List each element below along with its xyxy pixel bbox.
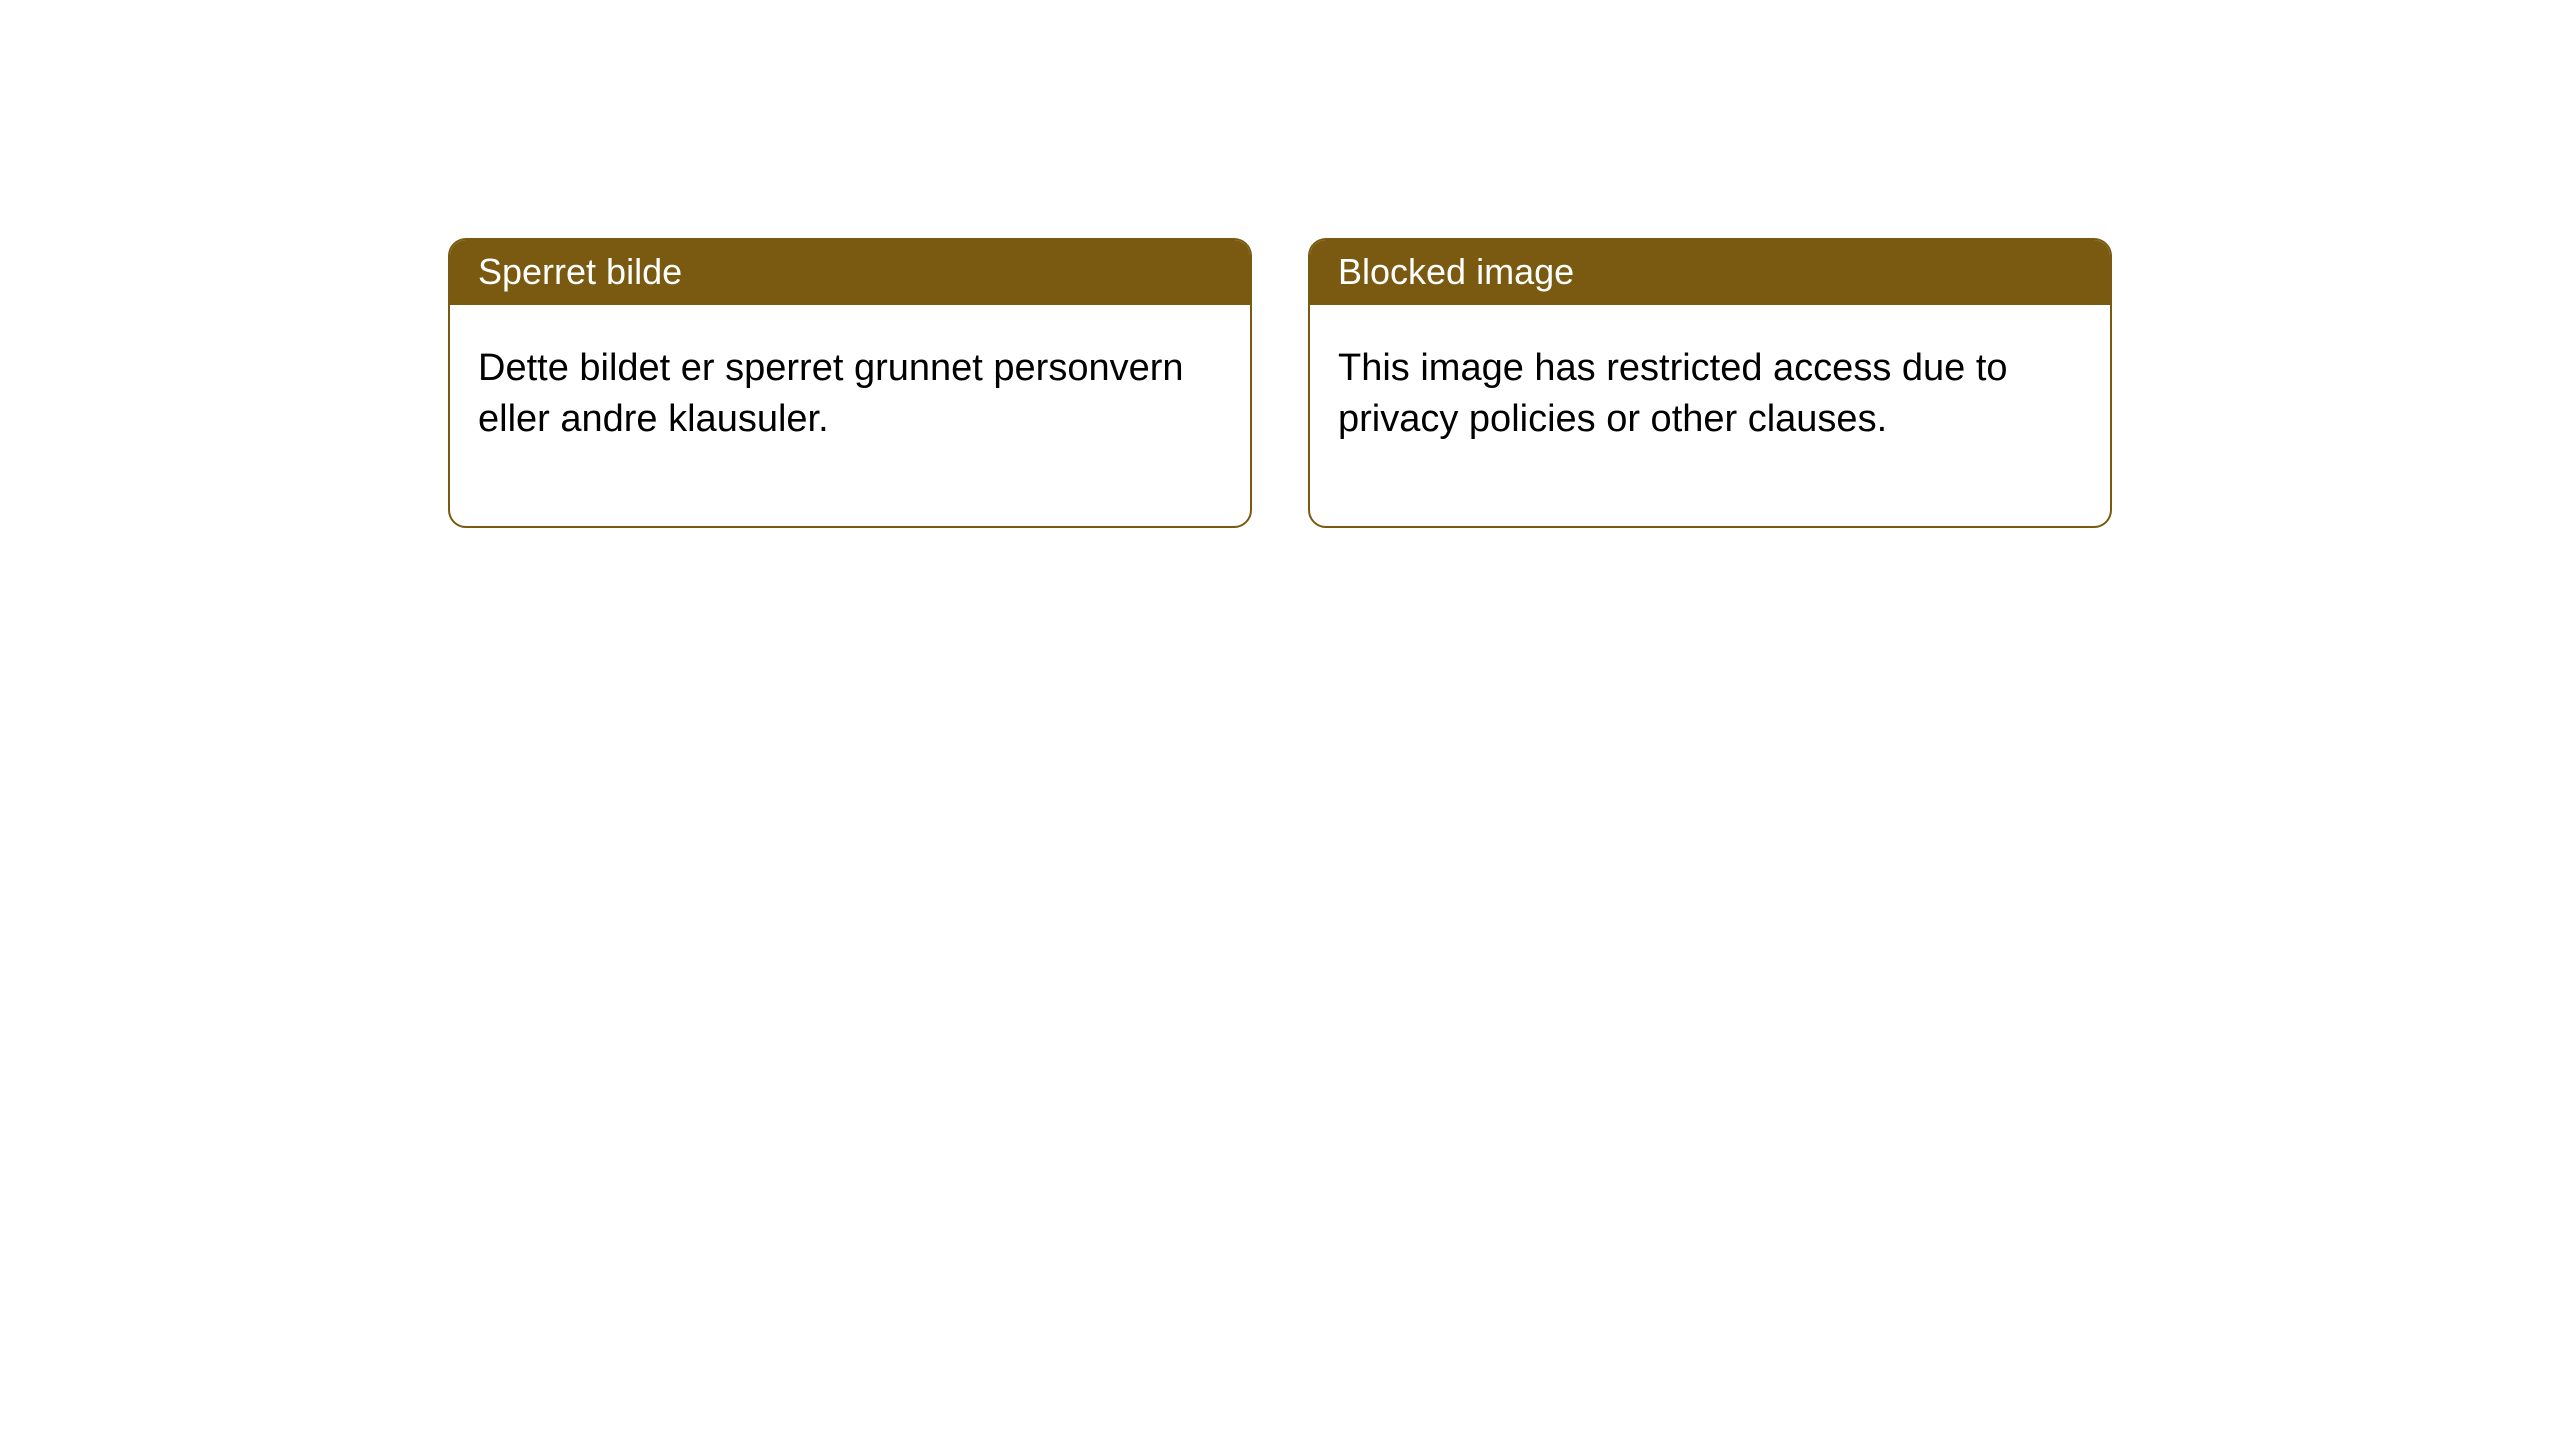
notice-body: This image has restricted access due to …	[1310, 305, 2110, 526]
notice-header: Sperret bilde	[450, 240, 1250, 305]
notice-card-english: Blocked image This image has restricted …	[1308, 238, 2112, 528]
notice-card-norwegian: Sperret bilde Dette bildet er sperret gr…	[448, 238, 1252, 528]
notice-body: Dette bildet er sperret grunnet personve…	[450, 305, 1250, 526]
notice-container: Sperret bilde Dette bildet er sperret gr…	[0, 0, 2560, 528]
notice-body-text: Dette bildet er sperret grunnet personve…	[478, 347, 1184, 440]
notice-title: Sperret bilde	[478, 251, 682, 292]
notice-header: Blocked image	[1310, 240, 2110, 305]
notice-body-text: This image has restricted access due to …	[1338, 347, 2008, 440]
notice-title: Blocked image	[1338, 251, 1574, 292]
